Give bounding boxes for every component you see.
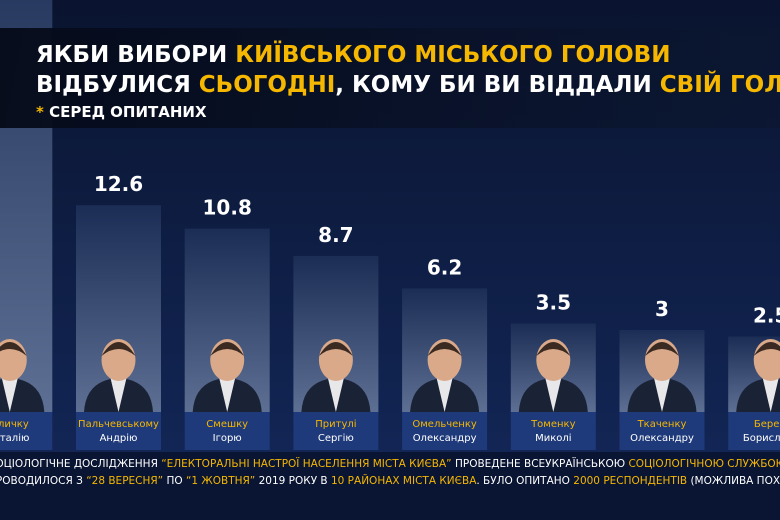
portrait-hair: [536, 342, 571, 356]
x-tick-label: Березі: [754, 418, 780, 430]
x-tick-label: Ігорю: [213, 433, 242, 444]
footer-band: [0, 452, 780, 520]
footnote-line-segment: . БУЛО ОПИТАНО: [476, 475, 573, 487]
x-tick-label: Миколі: [535, 432, 571, 444]
portrait-hair: [753, 342, 780, 356]
name-plate: [76, 412, 161, 450]
value-label: 3.5: [536, 291, 571, 315]
x-tick-label: Бориславу: [743, 433, 780, 444]
portrait-shirt: [545, 378, 562, 412]
portrait-shirt: [110, 378, 127, 412]
portrait-shirt: [762, 378, 779, 412]
x-tick-label: Сергію: [318, 432, 354, 444]
x-tick-label: Томенку: [530, 419, 576, 430]
x-tick-label: Ткаченку: [637, 419, 687, 430]
footnote-line-segment: “28 ВЕРЕСНЯ”: [86, 475, 163, 487]
name-plate: [184, 412, 270, 450]
title-line-segment: СВІЙ ГОЛОС: [660, 70, 780, 98]
name-plate: [619, 412, 705, 450]
footnote-line-segment: (МОЖЛИВА ПОХИБКА: [687, 475, 780, 487]
value-label: 8.7: [318, 223, 353, 247]
portrait-hair: [101, 342, 136, 356]
x-tick-label: Омельченку: [412, 419, 476, 430]
name-plate: [728, 412, 780, 450]
footnote-line: СОЦІОЛОГІЧНЕ ДОСЛІДЖЕННЯ “ЕЛЕКТОРАЛЬНІ Н…: [0, 457, 780, 470]
x-tick-label: Андрію: [100, 432, 138, 444]
portrait-hair: [318, 342, 353, 356]
footnote-line-segment: ПО: [163, 475, 186, 487]
portrait-shirt: [654, 378, 670, 412]
x-tick-label: Кличку: [0, 419, 29, 430]
footnote-line-segment: СОЦІОЛОГІЧНЕ ДОСЛІДЖЕННЯ: [0, 458, 161, 470]
name-plate: [0, 412, 53, 450]
footnote-line-segment: СОЦІОЛОГІЧНОЮ СЛУЖБОЮ: [628, 458, 780, 470]
footnote-line-segment: 2000 РЕСПОНДЕНТІВ: [573, 475, 687, 487]
x-tick-label: Пальчевському: [78, 419, 159, 430]
footnote-line-segment: “ЕЛЕКТОРАЛЬНІ НАСТРОЇ НАСЕЛЕННЯ МІСТА КИ…: [161, 457, 451, 470]
title-line: ВІДБУЛИСЯ СЬОГОДНІ, КОМУ БИ ВИ ВІДДАЛИ С…: [36, 70, 780, 98]
x-tick-label: Смешку: [206, 419, 248, 430]
name-plate: [402, 412, 488, 450]
footnote-line-segment: 2019 РОКУ В: [255, 475, 331, 487]
x-tick-label: Олександру: [413, 433, 477, 444]
title-line-segment: КИЇВСЬКОГО МІСЬКОГО ГОЛОВИ: [235, 40, 670, 68]
portrait-shirt: [219, 378, 236, 412]
portrait-hair: [0, 342, 27, 356]
name-plate: [293, 412, 379, 450]
name-plate: [510, 412, 596, 450]
title-line-segment: СЬОГОДНІ: [199, 72, 335, 98]
value-label: 12.6: [94, 172, 143, 196]
portrait-hair: [210, 342, 245, 356]
value-label: 3: [655, 297, 669, 321]
subtitle: * СЕРЕД ОПИТАНИХ: [36, 103, 207, 121]
portrait-hair: [427, 342, 462, 356]
portrait-shirt: [327, 378, 344, 412]
portrait-hair: [645, 342, 679, 356]
footnote-line-segment: 10 РАЙОНАХ МІСТА КИЄВА: [331, 474, 477, 487]
x-tick-label: Притулі: [315, 418, 356, 430]
title-line-segment: , КОМУ БИ ВИ ВІДДАЛИ: [335, 72, 660, 98]
x-tick-label: Віталію: [0, 432, 29, 444]
title-line: ЯКБИ ВИБОРИ КИЇВСЬКОГО МІСЬКОГО ГОЛОВИ: [36, 40, 670, 68]
title-line-segment: ЯКБИ ВИБОРИ: [36, 42, 235, 68]
value-label: 2.5: [753, 304, 780, 328]
value-label: 6.2: [427, 255, 462, 279]
subtitle-segment: *: [36, 103, 49, 121]
title-line-segment: ВІДБУЛИСЯ: [36, 72, 199, 98]
footnote-line: ПРОВОДИЛОСЯ З “28 ВЕРЕСНЯ” ПО “1 ЖОВТНЯ”…: [0, 474, 780, 487]
portrait-shirt: [436, 378, 453, 412]
footnote-line-segment: ПРОВОДИЛОСЯ З: [0, 475, 86, 487]
footnote-line-segment: ПРОВЕДЕНЕ ВСЕУКРАЇНСЬКОЮ: [452, 457, 629, 470]
header-band: [0, 28, 780, 128]
portrait-shirt: [1, 378, 18, 412]
x-tick-label: Олександру: [630, 433, 694, 444]
subtitle-segment: СЕРЕД ОПИТАНИХ: [49, 103, 207, 121]
footnote-line-segment: “1 ЖОВТНЯ”: [186, 475, 255, 487]
value-label: 10.8: [203, 196, 252, 220]
